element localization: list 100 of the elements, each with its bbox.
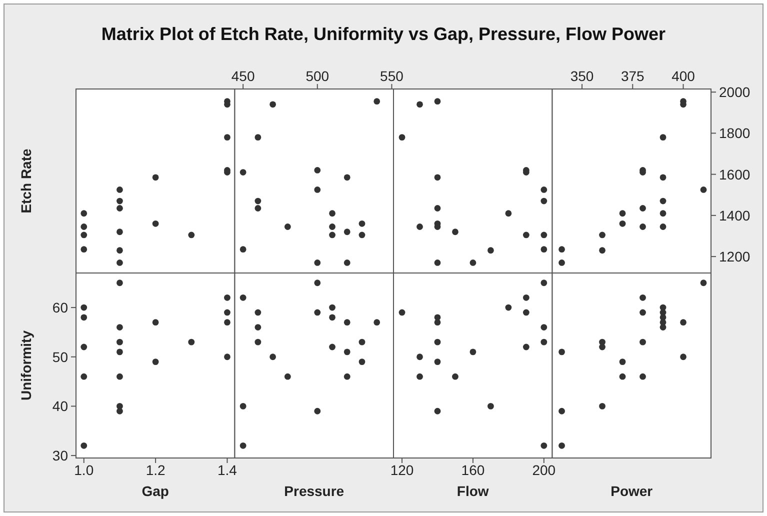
point xyxy=(522,232,530,238)
point xyxy=(434,260,441,266)
point xyxy=(329,224,336,230)
point xyxy=(80,442,88,449)
point xyxy=(116,247,123,254)
x-tick-label: 400 xyxy=(672,68,696,84)
point xyxy=(240,442,246,449)
y-axis-title: Etch Rate xyxy=(18,148,34,214)
point xyxy=(152,319,159,326)
point xyxy=(680,354,686,360)
point xyxy=(116,280,123,286)
point xyxy=(80,344,88,350)
point xyxy=(540,280,548,286)
point xyxy=(152,174,159,181)
point xyxy=(680,319,686,326)
point xyxy=(416,224,423,230)
y-axis-title: Uniformity xyxy=(18,330,34,400)
point xyxy=(434,319,441,326)
point xyxy=(416,354,423,360)
point xyxy=(434,338,441,346)
point xyxy=(640,373,646,380)
point xyxy=(284,373,291,380)
point xyxy=(660,324,666,330)
point xyxy=(116,260,123,266)
y-tick-label: 60 xyxy=(52,300,68,316)
x-tick-label: 350 xyxy=(570,68,594,84)
point xyxy=(344,228,350,236)
point xyxy=(540,442,548,449)
point xyxy=(358,358,366,365)
point xyxy=(416,373,423,380)
x-tick-label: 160 xyxy=(461,462,485,478)
y-tick-label: 2000 xyxy=(719,84,750,100)
point xyxy=(358,232,366,238)
point xyxy=(660,134,666,141)
point xyxy=(224,354,230,360)
point xyxy=(540,246,548,253)
point xyxy=(619,358,626,365)
point xyxy=(254,324,262,330)
x-tick-label: 500 xyxy=(306,68,330,84)
point xyxy=(640,338,646,346)
point xyxy=(505,304,512,311)
point xyxy=(640,205,646,212)
point xyxy=(434,205,441,212)
point xyxy=(558,260,565,266)
point xyxy=(80,314,88,321)
point xyxy=(329,232,336,238)
point xyxy=(344,260,350,266)
point xyxy=(116,186,123,193)
point xyxy=(619,373,626,380)
point xyxy=(619,210,626,217)
point xyxy=(329,210,336,217)
point xyxy=(522,309,530,316)
x-tick-label: 550 xyxy=(380,68,404,84)
point xyxy=(152,220,159,227)
point xyxy=(452,373,458,380)
point xyxy=(452,228,458,236)
x-tick-label: 1.2 xyxy=(146,462,166,478)
point xyxy=(80,210,88,217)
point xyxy=(558,348,565,356)
x-tick-label: 375 xyxy=(620,68,645,84)
point xyxy=(434,174,441,181)
point xyxy=(488,403,494,410)
point xyxy=(314,408,321,414)
point xyxy=(558,246,565,253)
point xyxy=(314,260,321,266)
point xyxy=(116,324,123,330)
point xyxy=(540,186,548,193)
point xyxy=(488,247,494,254)
point xyxy=(619,220,626,227)
point xyxy=(660,174,666,181)
point xyxy=(314,280,321,286)
point xyxy=(284,224,291,230)
point xyxy=(558,408,565,414)
point xyxy=(640,224,646,230)
point xyxy=(374,319,380,326)
point xyxy=(660,198,666,204)
point xyxy=(188,232,195,238)
point xyxy=(599,232,606,238)
point xyxy=(240,169,246,176)
x-axis-title: Power xyxy=(610,483,654,499)
point xyxy=(254,338,262,346)
point xyxy=(80,373,88,380)
point xyxy=(398,134,406,141)
y-tick-label: 30 xyxy=(52,448,68,464)
point xyxy=(116,348,123,356)
point xyxy=(522,294,530,301)
y-tick-label: 50 xyxy=(52,348,68,365)
y-tick-label: 1600 xyxy=(719,166,750,182)
point xyxy=(416,101,423,108)
point xyxy=(224,134,230,141)
point xyxy=(314,167,321,174)
point xyxy=(116,408,123,414)
x-axis-title: Gap xyxy=(142,483,169,499)
point xyxy=(344,373,350,380)
y-tick-label: 1200 xyxy=(719,248,750,265)
x-tick-label: 1.0 xyxy=(74,462,94,478)
point xyxy=(254,205,262,212)
point xyxy=(152,358,159,365)
point xyxy=(700,186,707,193)
y-tick-label: 1800 xyxy=(719,125,750,142)
